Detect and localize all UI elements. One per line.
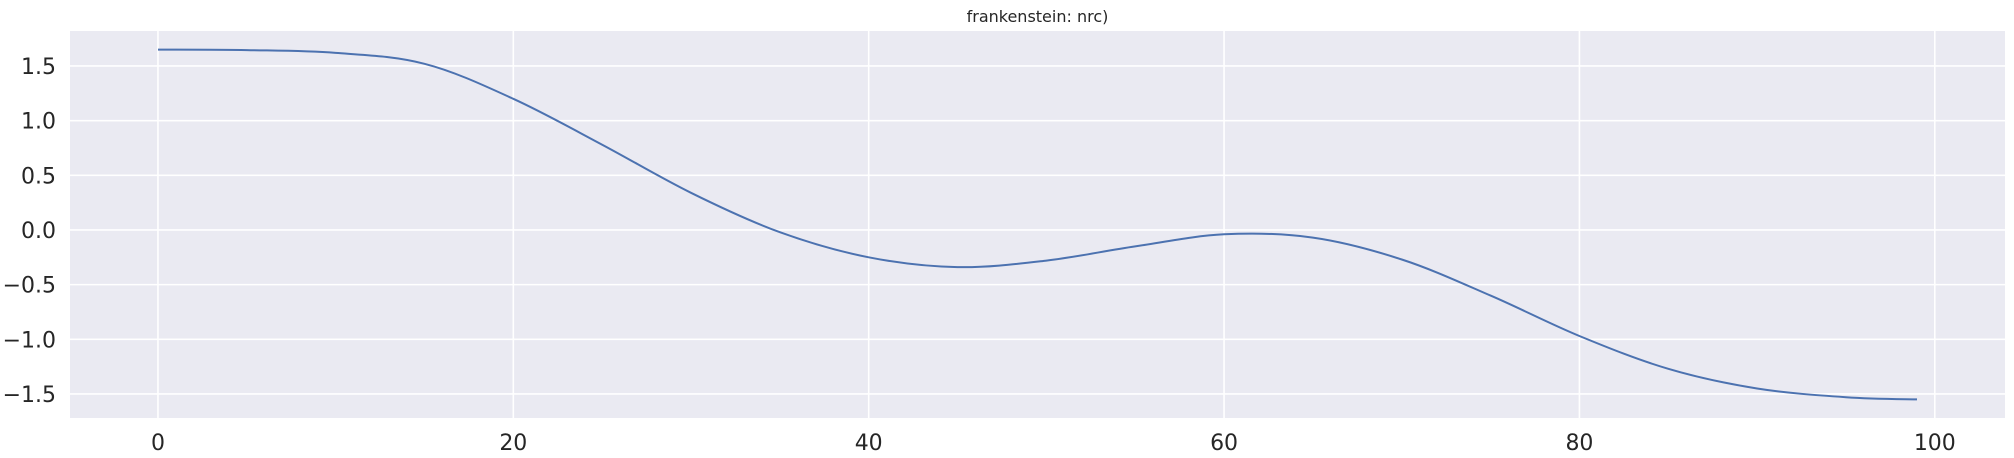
series-line xyxy=(157,48,1918,401)
series-layer xyxy=(157,48,1918,401)
x-tick-label: 40 xyxy=(855,431,883,456)
x-tick-label: 60 xyxy=(1210,431,1238,456)
y-tick-label: 1.0 xyxy=(21,110,56,135)
y-tick-label: −1.0 xyxy=(3,328,56,353)
y-tick-label: −0.5 xyxy=(3,274,56,299)
y-tick-label: 1.5 xyxy=(21,55,56,80)
x-tick-label: 80 xyxy=(1565,431,1593,456)
chart-title: frankenstein: nrc) xyxy=(967,7,1109,26)
x-tick-label: 0 xyxy=(151,431,165,456)
y-axis-ticks: 1.5 1.0 0.5 0.0 −0.5 −1.0 −1.5 xyxy=(3,55,56,408)
x-axis-ticks: 0 20 40 60 80 100 xyxy=(151,431,1956,456)
grid-lines xyxy=(70,31,2005,418)
y-tick-label: 0.5 xyxy=(21,164,56,189)
x-tick-label: 100 xyxy=(1914,431,1956,456)
y-tick-label: −1.5 xyxy=(3,383,56,408)
x-tick-label: 20 xyxy=(499,431,527,456)
plot-area xyxy=(70,31,2005,418)
y-tick-label: 0.0 xyxy=(21,219,56,244)
